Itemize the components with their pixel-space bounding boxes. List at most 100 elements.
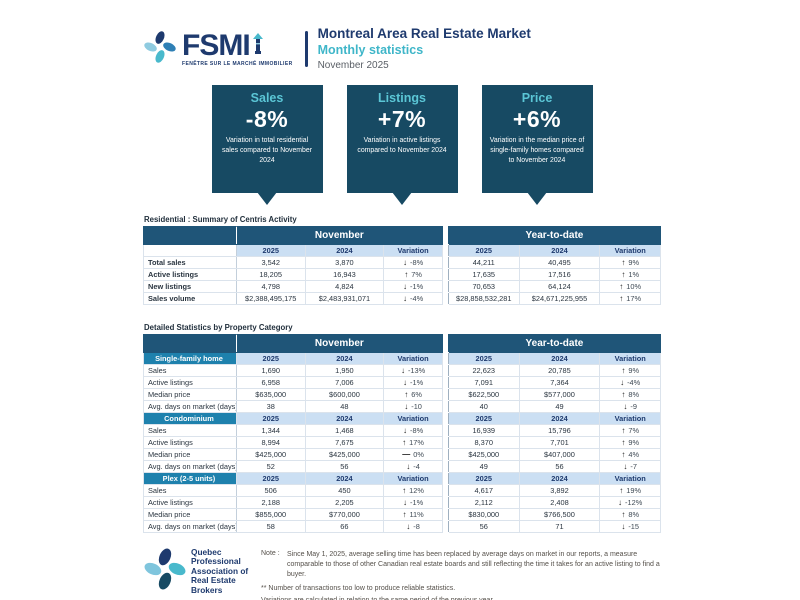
- variation-value: -15: [628, 522, 640, 531]
- down-arrow-icon: ↓: [404, 402, 409, 411]
- column-header: Variation: [599, 352, 661, 365]
- value-2025: 58: [235, 520, 306, 533]
- down-arrow-icon: ↓: [403, 282, 407, 291]
- period-band-row: November Year-to-date: [143, 226, 662, 245]
- fsmi-tagline: FENÊTRE SUR LE MARCHÉ IMMOBILIER: [182, 60, 293, 67]
- down-arrow-icon: ↓: [403, 294, 407, 303]
- value-2025: $425,000: [447, 448, 520, 461]
- header: FSMI FENÊTRE SUR LE MARCHÉ IMMOBILIER Mo…: [143, 26, 661, 72]
- table-row: Active listings 6,958 7,006 ↓ -1% 7,091 7,364 ↓…: [143, 376, 661, 389]
- variation-value: 9%: [628, 258, 640, 267]
- value-2025: 40: [447, 400, 520, 413]
- variation-cell: ↑ 7%: [599, 424, 661, 437]
- value-2024: $770,000: [304, 508, 385, 521]
- row-label: Avg. days on market (days): [143, 520, 237, 533]
- fsmi-pinwheel-icon: [143, 30, 177, 69]
- listings-highlight-card: Listings +7% Variation in active listing…: [346, 85, 458, 193]
- up-arrow-icon: ↑: [402, 510, 407, 519]
- variation-value: 7%: [628, 426, 640, 435]
- fsmi-logo: FSMI FENÊTRE SUR LE MARCHÉ IMMOBILIER: [182, 28, 293, 67]
- column-header: 2024: [304, 352, 385, 365]
- variation-value: 9%: [628, 438, 640, 447]
- report-period: November 2025: [317, 59, 389, 71]
- variation-cell: ↑ 17%: [383, 436, 443, 449]
- up-arrow-icon: ↑: [621, 270, 626, 279]
- down-arrow-icon: ↓: [623, 462, 628, 471]
- column-header: 2024: [518, 472, 601, 485]
- period-header-ytd: Year-to-date: [447, 226, 662, 245]
- value-2025: 2,112: [447, 496, 520, 509]
- column-gap: [441, 520, 449, 533]
- up-arrow-icon: ↑: [404, 390, 409, 399]
- card-label: Sales: [250, 91, 284, 105]
- value-2025: 1,344: [235, 424, 306, 437]
- row-label: New listings: [143, 280, 237, 293]
- variation-cell: ↓ -7: [599, 460, 661, 473]
- fsmi-acronym: FSMI: [182, 28, 251, 62]
- summary-table-section: Residential : Summary of Centris Activit…: [143, 215, 662, 305]
- column-header: 2025: [235, 412, 306, 425]
- table-row: Sales 1,344 1,468 ↓ -8% 16,939 15,796 ↑ 7%: [143, 424, 661, 437]
- band-corner: [143, 226, 237, 245]
- value-2025: 8,370: [447, 436, 520, 449]
- price-highlight-card: Price +6% Variation in the median price …: [481, 85, 593, 193]
- card-value: +7%: [377, 106, 427, 132]
- variation-value: -13%: [407, 366, 426, 375]
- value-2024: $2,483,931,071: [304, 292, 385, 305]
- table-row: Median price $425,000 $425,000—0% $425,000 $…: [143, 448, 661, 461]
- table-row: New listings 4,798 4,824 ↓ -1% 70,653 64,124 ↑ 1…: [143, 280, 661, 293]
- row-label: Sales: [143, 364, 237, 377]
- variation-value: -12%: [625, 498, 643, 507]
- note-label: Note :: [261, 550, 280, 557]
- period-band-row: November Year-to-date: [143, 334, 662, 353]
- value-2025: $425,000: [235, 448, 306, 461]
- column-header: 2025: [447, 244, 520, 257]
- up-arrow-icon: ↑: [621, 390, 626, 399]
- value-2025: $635,000: [235, 388, 306, 401]
- variation-value: -1%: [410, 498, 424, 507]
- column-header: Variation: [383, 244, 443, 257]
- up-arrow-icon: ↑: [619, 294, 624, 303]
- variation-value: -1%: [410, 378, 424, 387]
- down-arrow-icon: ↓: [400, 366, 405, 375]
- value-2024: $425,000: [304, 448, 385, 461]
- footnote-asterisk: ** Number of transactions too low to pro…: [261, 585, 456, 593]
- category-header-row: Single-family home 2025 2024 Variation 2025 2…: [143, 352, 661, 365]
- value-2025: 3,542: [235, 256, 306, 269]
- value-2025: 8,994: [235, 436, 306, 449]
- variation-value: 8%: [628, 390, 640, 399]
- variation-cell: ↑ 11%: [383, 508, 443, 521]
- value-2025: 22,623: [447, 364, 520, 377]
- value-2024: 15,796: [518, 424, 601, 437]
- qpareb-pinwheel-icon: [143, 547, 187, 596]
- value-2024: 7,364: [518, 376, 601, 389]
- value-2024: 66: [304, 520, 385, 533]
- up-arrow-icon: ↑: [619, 486, 624, 495]
- up-arrow-icon: ↑: [404, 270, 409, 279]
- down-arrow-icon: ↓: [403, 426, 407, 435]
- page-subtitle: Monthly statistics: [317, 42, 424, 57]
- down-arrow-icon: ↓: [406, 462, 411, 471]
- column-header: 2025: [447, 352, 520, 365]
- value-2025: 7,091: [447, 376, 520, 389]
- value-2024: 17,516: [518, 268, 601, 281]
- down-arrow-icon: ↓: [618, 498, 623, 507]
- detail-table-title: Detailed Statistics by Property Category: [144, 323, 293, 332]
- row-label: Active listings: [143, 496, 237, 509]
- value-2024: 2,408: [518, 496, 601, 509]
- variation-value: 10%: [626, 282, 642, 291]
- value-2025: $622,500: [447, 388, 520, 401]
- value-2024: 3,892: [518, 484, 601, 497]
- variation-cell: ↓ -8: [383, 520, 443, 533]
- value-2024: 48: [304, 400, 385, 413]
- column-header: 2025: [235, 244, 306, 257]
- variation-cell: ↓ -1%: [383, 376, 443, 389]
- variation-value: 8%: [628, 510, 640, 519]
- column-header: 2024: [518, 244, 601, 257]
- card-value: +6%: [512, 106, 562, 132]
- down-arrow-icon: ↓: [406, 522, 411, 531]
- card-label: Price: [521, 91, 553, 105]
- column-header: Variation: [383, 352, 443, 365]
- row-label: Total sales: [143, 256, 237, 269]
- variation-cell: ↑ 9%: [599, 256, 661, 269]
